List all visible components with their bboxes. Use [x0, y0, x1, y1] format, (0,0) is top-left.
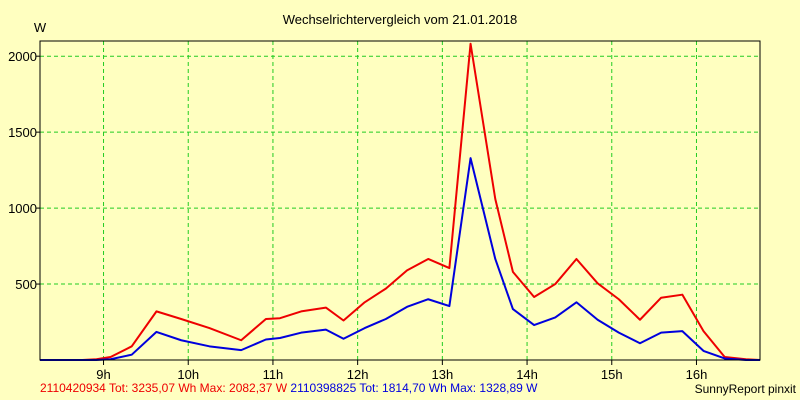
- legend-red-series: 2110420934 Tot: 3235,07 Wh Max: 2082,37 …: [40, 381, 288, 395]
- grid: [40, 41, 760, 360]
- plot-area: [39, 40, 761, 361]
- x-tick-label: 13h: [432, 367, 454, 382]
- x-tick-label: 12h: [347, 367, 369, 382]
- footer-right: SunnyReport pinxit: [695, 382, 797, 396]
- chart-title: Wechselrichtervergleich vom 21.01.2018: [283, 12, 518, 27]
- axis-ticks: 9h 10h 11h 12h 13h 14h 15h 16h 500 1000 1500 2000: [8, 49, 707, 382]
- y-tick-label: 2000: [8, 49, 37, 64]
- y-tick-label: 1000: [8, 201, 37, 216]
- x-tick-label: 10h: [177, 367, 199, 382]
- x-tick-label: 15h: [601, 367, 623, 382]
- y-tick-label: 1500: [8, 125, 37, 140]
- x-tick-label: 16h: [686, 367, 708, 382]
- x-tick-label: 9h: [96, 367, 110, 382]
- y-tick-label: 500: [15, 277, 37, 292]
- x-tick-label: 14h: [516, 367, 538, 382]
- x-tick-label: 11h: [263, 367, 284, 382]
- y-axis-unit-label: W: [34, 20, 47, 35]
- series-line-red: [40, 42, 761, 361]
- legend-blue-series: 2110398825 Tot: 1814,70 Wh Max: 1328,89 …: [290, 381, 538, 395]
- series-lines: [40, 42, 761, 361]
- series-line-blue: [40, 157, 760, 361]
- footer-legend: 2110420934 Tot: 3235,07 Wh Max: 2082,37 …: [40, 381, 537, 395]
